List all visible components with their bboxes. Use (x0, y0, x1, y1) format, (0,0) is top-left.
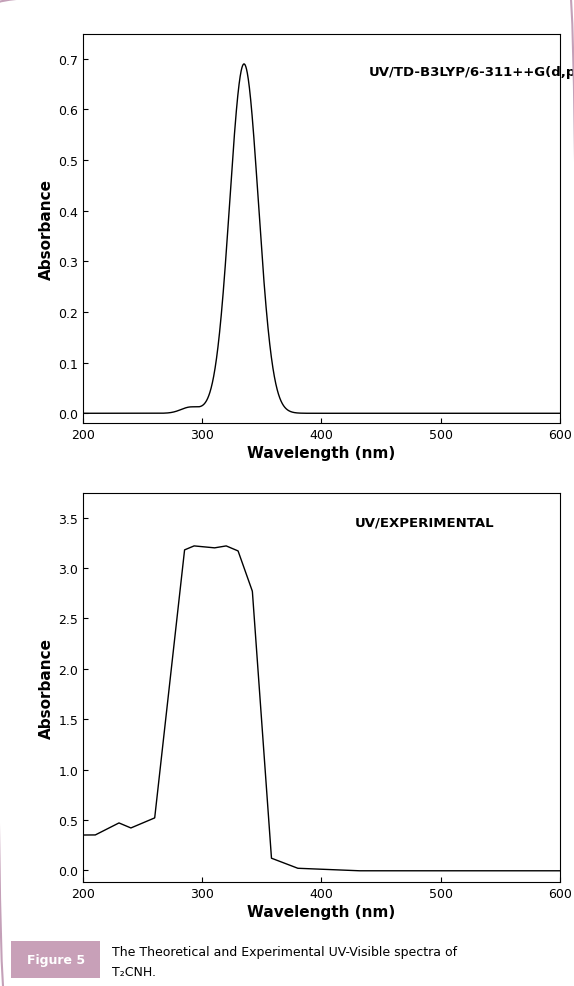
Y-axis label: Absorbance: Absorbance (39, 178, 54, 280)
Y-axis label: Absorbance: Absorbance (39, 637, 54, 739)
Text: UV/TD-B3LYP/6-311++G(d,p): UV/TD-B3LYP/6-311++G(d,p) (369, 66, 574, 79)
X-axis label: Wavelength (nm): Wavelength (nm) (247, 904, 395, 920)
Text: Figure 5: Figure 5 (27, 952, 85, 966)
Text: UV/EXPERIMENTAL: UV/EXPERIMENTAL (355, 517, 494, 529)
X-axis label: Wavelength (nm): Wavelength (nm) (247, 446, 395, 461)
Text: T₂CNH.: T₂CNH. (112, 965, 156, 978)
Text: The Theoretical and Experimental UV-Visible spectra of: The Theoretical and Experimental UV-Visi… (112, 945, 457, 957)
